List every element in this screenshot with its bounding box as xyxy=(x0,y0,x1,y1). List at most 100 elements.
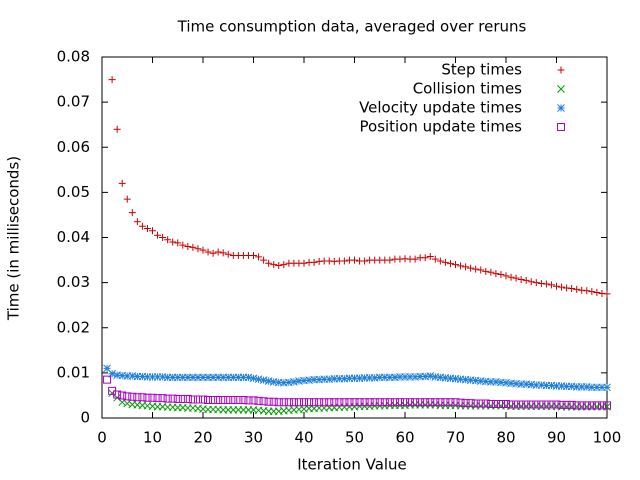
data-point xyxy=(411,373,419,381)
legend-label: Step times xyxy=(441,61,522,79)
data-point xyxy=(204,248,212,256)
data-point xyxy=(194,373,202,382)
data-point xyxy=(522,380,531,389)
x-axis-label: Iteration Value xyxy=(297,456,407,474)
data-point xyxy=(517,275,525,283)
data-point xyxy=(133,372,142,381)
data-point xyxy=(234,395,243,404)
data-point xyxy=(250,252,257,260)
data-point xyxy=(214,395,223,404)
x-tick-label: 30 xyxy=(244,429,263,447)
x-tick-label: 40 xyxy=(294,429,313,447)
data-point xyxy=(113,371,122,379)
data-point xyxy=(360,398,369,407)
data-point xyxy=(365,373,374,382)
data-point xyxy=(598,383,606,392)
data-point xyxy=(103,375,112,384)
data-point xyxy=(365,398,374,407)
data-point xyxy=(113,125,121,133)
x-tick-label: 60 xyxy=(395,429,414,447)
data-point xyxy=(355,374,364,383)
data-point xyxy=(113,390,122,399)
legend-marker xyxy=(557,123,565,131)
data-point xyxy=(587,383,596,392)
data-point xyxy=(193,395,202,404)
data-point xyxy=(593,289,601,297)
data-point xyxy=(259,397,268,406)
data-point xyxy=(315,398,324,407)
data-point xyxy=(592,401,601,410)
data-point xyxy=(587,401,596,410)
data-point xyxy=(512,274,520,282)
data-point xyxy=(214,373,223,382)
data-point xyxy=(532,381,541,389)
data-point xyxy=(143,373,152,381)
data-point xyxy=(396,373,404,381)
data-point xyxy=(204,395,213,404)
data-point xyxy=(153,373,162,381)
data-point xyxy=(542,381,551,390)
y-tick-label: 0.08 xyxy=(57,48,90,66)
data-point xyxy=(234,373,243,382)
data-point xyxy=(108,386,117,395)
data-point xyxy=(294,398,303,407)
data-point xyxy=(315,375,324,384)
data-point xyxy=(426,252,434,260)
x-tick-label: 70 xyxy=(446,429,465,447)
data-point xyxy=(441,373,450,382)
data-point xyxy=(375,398,384,407)
data-point xyxy=(330,374,339,383)
data-point xyxy=(289,398,298,407)
data-point xyxy=(310,258,318,266)
legend-marker xyxy=(557,104,565,112)
data-point xyxy=(446,374,455,383)
data-point xyxy=(542,280,550,288)
data-point xyxy=(305,376,313,384)
data-point xyxy=(482,267,490,275)
x-tick-label: 0 xyxy=(97,429,107,447)
data-point xyxy=(133,393,142,402)
data-point xyxy=(507,273,515,281)
data-point xyxy=(224,250,232,258)
data-point xyxy=(249,396,258,405)
y-tick-label: 0.01 xyxy=(57,363,90,381)
data-point xyxy=(582,401,591,410)
data-point xyxy=(568,284,576,292)
data-point xyxy=(310,375,318,384)
data-point xyxy=(351,256,358,264)
plot-border xyxy=(101,56,608,419)
data-point xyxy=(345,374,354,383)
data-point xyxy=(572,383,581,391)
data-point xyxy=(254,396,263,405)
legend-label: Velocity update times xyxy=(359,99,522,117)
data-point xyxy=(300,398,308,407)
data-point xyxy=(169,238,177,246)
data-point xyxy=(457,262,465,270)
data-point xyxy=(128,209,136,217)
data-point xyxy=(168,394,177,403)
data-point xyxy=(603,401,611,410)
data-point xyxy=(178,395,187,404)
data-point xyxy=(249,374,258,383)
data-point xyxy=(108,369,116,378)
legend-marker xyxy=(557,66,565,74)
data-point xyxy=(507,379,515,388)
data-point xyxy=(380,373,389,382)
data-point xyxy=(370,373,379,382)
data-point xyxy=(476,377,485,385)
data-point xyxy=(229,395,238,404)
data-point xyxy=(128,392,137,401)
data-point xyxy=(118,391,127,400)
data-point xyxy=(300,376,308,385)
data-point xyxy=(159,234,167,241)
data-point xyxy=(497,271,505,279)
data-point xyxy=(597,401,606,410)
data-point xyxy=(179,241,187,249)
data-point xyxy=(436,373,445,382)
data-point xyxy=(174,239,182,247)
data-point xyxy=(436,257,444,265)
data-point xyxy=(279,398,288,407)
data-point xyxy=(260,256,268,264)
data-point xyxy=(431,373,440,381)
data-point xyxy=(123,195,131,203)
